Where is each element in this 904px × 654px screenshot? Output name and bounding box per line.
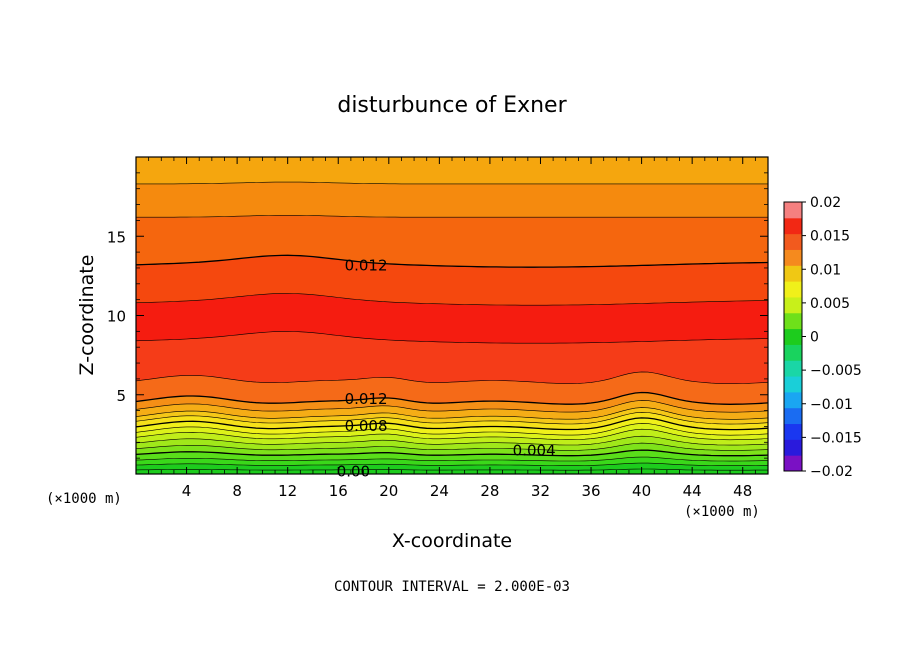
- colorbar-swatch: [784, 360, 802, 377]
- colorbar-label: 0.01: [810, 262, 841, 278]
- contour-line: [136, 331, 768, 344]
- colorbar-label: 0.02: [810, 195, 841, 211]
- contour-band: [136, 462, 768, 474]
- contour-lines: [136, 181, 768, 471]
- colorbar-label: −0.005: [810, 363, 862, 379]
- contour-line: [136, 442, 768, 451]
- plot-area: [136, 157, 768, 474]
- x-tick-label: 40: [632, 482, 651, 500]
- colorbar-swatch: [784, 455, 802, 472]
- contour-line: [136, 417, 768, 431]
- x-axis-label: X-coordinate: [392, 530, 512, 552]
- colorbar-swatch: [784, 391, 802, 409]
- y-tick-label: 15: [107, 228, 126, 246]
- colorbar-swatch: [784, 407, 802, 425]
- contour-line: [136, 293, 768, 306]
- colorbar-swatch: [784, 249, 802, 266]
- x-tick-label: 4: [182, 482, 192, 500]
- colorbar-swatch: [784, 328, 802, 345]
- colorbar-swatch: [784, 233, 802, 250]
- colorbar-swatch: [784, 423, 802, 440]
- colorbar-swatch: [784, 202, 802, 219]
- colorbar-label: 0.005: [810, 296, 850, 312]
- contour-label: 0.008: [345, 417, 388, 435]
- colorbar-swatch: [784, 344, 802, 361]
- x-axis-ticks: 4 8 12 16 20 24 28 32 36 40 44 48: [148, 157, 756, 500]
- contour-line: [136, 391, 768, 405]
- chart-title: disturbunce of Exner: [337, 93, 567, 118]
- contour-line: [136, 435, 768, 446]
- x-tick-label: 8: [232, 482, 242, 500]
- contour-label: 0.012: [345, 256, 388, 274]
- contour-labels: 0.012 0.012 0.008 0.004 0.00: [337, 256, 556, 480]
- contour-band: [136, 157, 768, 185]
- colorbar-label: 0.015: [810, 229, 850, 245]
- contour-line: [136, 449, 768, 457]
- colorbar-label: −0.01: [810, 397, 853, 413]
- color-bands: [136, 157, 768, 474]
- contour-line: [136, 400, 768, 413]
- contour-line: [136, 215, 768, 218]
- x-tick-label: 48: [733, 482, 752, 500]
- y-axis-ticks: 5 10 15: [107, 172, 768, 459]
- x-tick-label: 16: [329, 482, 348, 500]
- colorbar-swatch: [784, 376, 802, 393]
- colorbar-swatch: [784, 281, 802, 298]
- contour-line: [136, 371, 768, 384]
- colorbar-swatch: [784, 217, 802, 235]
- contour-label: 0.004: [513, 441, 556, 459]
- x-tick-label: 20: [379, 482, 398, 500]
- contour-line: [136, 462, 768, 466]
- contour-line: [136, 456, 768, 462]
- contour-band: [136, 181, 768, 218]
- x-tick-label: 36: [581, 482, 600, 500]
- y-tick-label: 5: [116, 387, 126, 405]
- x-tick-label: 12: [278, 482, 297, 500]
- contour-line: [136, 428, 768, 441]
- contour-label: 0.012: [345, 390, 388, 408]
- x-unit-left: (×1000 m): [46, 491, 122, 507]
- colorbar-label: 0: [810, 330, 819, 346]
- contour-line: [136, 181, 768, 185]
- colorbar-swatch: [784, 296, 802, 314]
- x-tick-label: 24: [430, 482, 449, 500]
- contour-line: [136, 411, 768, 425]
- x-tick-label: 28: [480, 482, 499, 500]
- y-axis-label: Z-coordinate: [76, 255, 98, 376]
- x-unit-right: (×1000 m): [684, 504, 760, 520]
- contour-interval-note: CONTOUR INTERVAL = 2.000E-03: [334, 579, 570, 595]
- x-tick-label: 44: [683, 482, 702, 500]
- contour-line: [136, 407, 768, 420]
- x-tick-label: 32: [531, 482, 550, 500]
- colorbar-swatch: [784, 439, 802, 456]
- contour-label: 0.00: [337, 462, 370, 480]
- contour-line: [136, 423, 768, 436]
- colorbar-label: −0.02: [810, 464, 853, 480]
- colorbar-swatch: [784, 265, 802, 282]
- contour-line: [136, 254, 768, 268]
- colorbar-label: −0.015: [810, 430, 862, 446]
- y-tick-label: 10: [107, 308, 126, 326]
- colorbar-swatch: [784, 312, 802, 330]
- colorbar: −0.02 −0.015 −0.01 −0.005 0 0.005 0.01 0.015 0.0…: [783, 195, 862, 480]
